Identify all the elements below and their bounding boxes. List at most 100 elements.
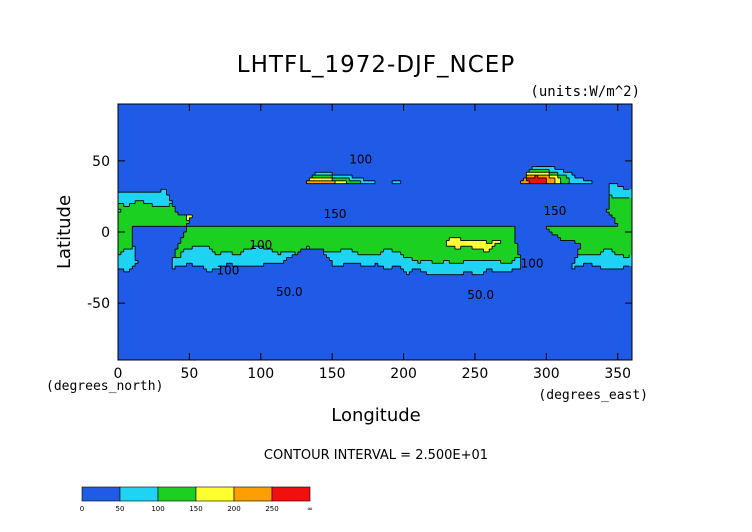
contour-label: 50.0 bbox=[467, 288, 494, 302]
heat-cell bbox=[360, 180, 376, 185]
heat-cell bbox=[295, 251, 299, 256]
heat-cell bbox=[609, 200, 632, 205]
heat-cell bbox=[554, 177, 562, 182]
heat-cell bbox=[606, 209, 632, 213]
heat-cell bbox=[583, 263, 593, 267]
heat-cell bbox=[454, 246, 462, 250]
heat-cell bbox=[169, 195, 610, 199]
heat-cell bbox=[118, 214, 188, 219]
heat-cell bbox=[172, 203, 610, 207]
heat-cell bbox=[118, 249, 125, 253]
heat-cell bbox=[118, 317, 632, 321]
x-tick-label: 250 bbox=[462, 366, 489, 382]
heat-cell bbox=[135, 254, 176, 259]
heat-cell bbox=[118, 340, 632, 344]
colorbar-level-label: 50 bbox=[116, 505, 125, 513]
heat-cell bbox=[118, 257, 136, 262]
heat-cell bbox=[312, 175, 333, 179]
heat-cell bbox=[220, 266, 385, 270]
heat-cell bbox=[118, 146, 632, 151]
heat-cell bbox=[449, 237, 462, 242]
heat-cell bbox=[175, 266, 205, 270]
heat-cell bbox=[186, 229, 516, 233]
heat-cell bbox=[514, 234, 559, 239]
heat-cell bbox=[486, 240, 493, 244]
heat-cell bbox=[609, 183, 619, 188]
heat-cell bbox=[118, 143, 632, 148]
heat-cell bbox=[118, 177, 310, 182]
heat-cell bbox=[186, 214, 193, 219]
heat-cell bbox=[432, 260, 445, 264]
heat-cell bbox=[526, 177, 547, 182]
heat-cell bbox=[557, 175, 567, 179]
heat-cell bbox=[383, 266, 393, 270]
x-unit-note: (degrees_east) bbox=[538, 388, 648, 403]
heat-cell bbox=[183, 234, 516, 239]
heat-cell bbox=[360, 263, 376, 267]
heat-cell bbox=[566, 175, 576, 179]
heat-cell bbox=[609, 189, 632, 193]
heat-cell bbox=[123, 268, 131, 273]
heat-cell bbox=[180, 254, 293, 259]
heat-cell bbox=[612, 214, 632, 219]
heat-cell bbox=[118, 200, 136, 205]
heat-cell bbox=[549, 229, 632, 233]
heat-cell bbox=[520, 260, 576, 264]
heat-cell bbox=[517, 246, 582, 250]
y-tick-label: 0 bbox=[101, 225, 110, 241]
heat-cell bbox=[118, 217, 188, 222]
heat-cell bbox=[546, 226, 632, 230]
heat-cell bbox=[592, 180, 632, 185]
heat-cell bbox=[569, 180, 593, 185]
heat-cell bbox=[180, 237, 450, 242]
heat-cell bbox=[609, 192, 632, 196]
heat-cell bbox=[609, 206, 632, 210]
heat-cell bbox=[534, 175, 539, 179]
heat-cell bbox=[132, 240, 182, 244]
heat-cell bbox=[118, 288, 632, 293]
x-tick-label: 50 bbox=[180, 366, 198, 382]
heat-cell bbox=[175, 209, 607, 213]
heat-cell bbox=[572, 266, 576, 270]
heat-cell bbox=[403, 254, 522, 259]
heat-cell bbox=[403, 268, 413, 273]
heat-cell bbox=[537, 175, 550, 179]
colorbar-level-label: ∞ bbox=[307, 505, 313, 513]
heatmap-field bbox=[118, 104, 632, 360]
heat-cell bbox=[486, 268, 493, 273]
heat-cell bbox=[352, 175, 527, 179]
heat-cell bbox=[118, 126, 632, 131]
heat-cell bbox=[232, 263, 265, 267]
heat-cell bbox=[612, 249, 632, 253]
heat-cell bbox=[118, 243, 133, 247]
heat-cell bbox=[629, 254, 632, 259]
heat-cell bbox=[212, 268, 405, 273]
heat-cell bbox=[118, 351, 632, 355]
heat-cell bbox=[120, 209, 176, 213]
contour-lines bbox=[118, 166, 630, 276]
heat-cell bbox=[152, 203, 170, 207]
heat-cell bbox=[400, 266, 522, 270]
heat-cell bbox=[335, 180, 348, 185]
y-tick-label: 50 bbox=[92, 154, 110, 170]
heat-cell bbox=[175, 251, 182, 256]
colorbar-level-label: 250 bbox=[265, 505, 278, 513]
heat-cell bbox=[118, 311, 632, 316]
heat-cell bbox=[609, 195, 613, 199]
x-tick-label: 200 bbox=[390, 366, 417, 382]
heat-cell bbox=[309, 246, 456, 250]
heat-cell bbox=[323, 249, 342, 253]
heat-cell bbox=[166, 189, 610, 193]
heat-cell bbox=[118, 175, 313, 179]
heat-cell bbox=[118, 237, 133, 242]
heat-cell bbox=[523, 177, 527, 182]
heat-cell bbox=[137, 260, 173, 264]
heat-cell bbox=[332, 175, 353, 179]
heat-cell bbox=[446, 243, 496, 247]
heat-cell bbox=[172, 200, 610, 205]
heat-cell bbox=[572, 172, 632, 176]
colorbar-swatch bbox=[81, 486, 121, 502]
heat-cell bbox=[118, 294, 632, 299]
colorbar: 0 50 100 150 200 250 ∞ bbox=[80, 486, 313, 513]
heat-cell bbox=[132, 246, 136, 250]
